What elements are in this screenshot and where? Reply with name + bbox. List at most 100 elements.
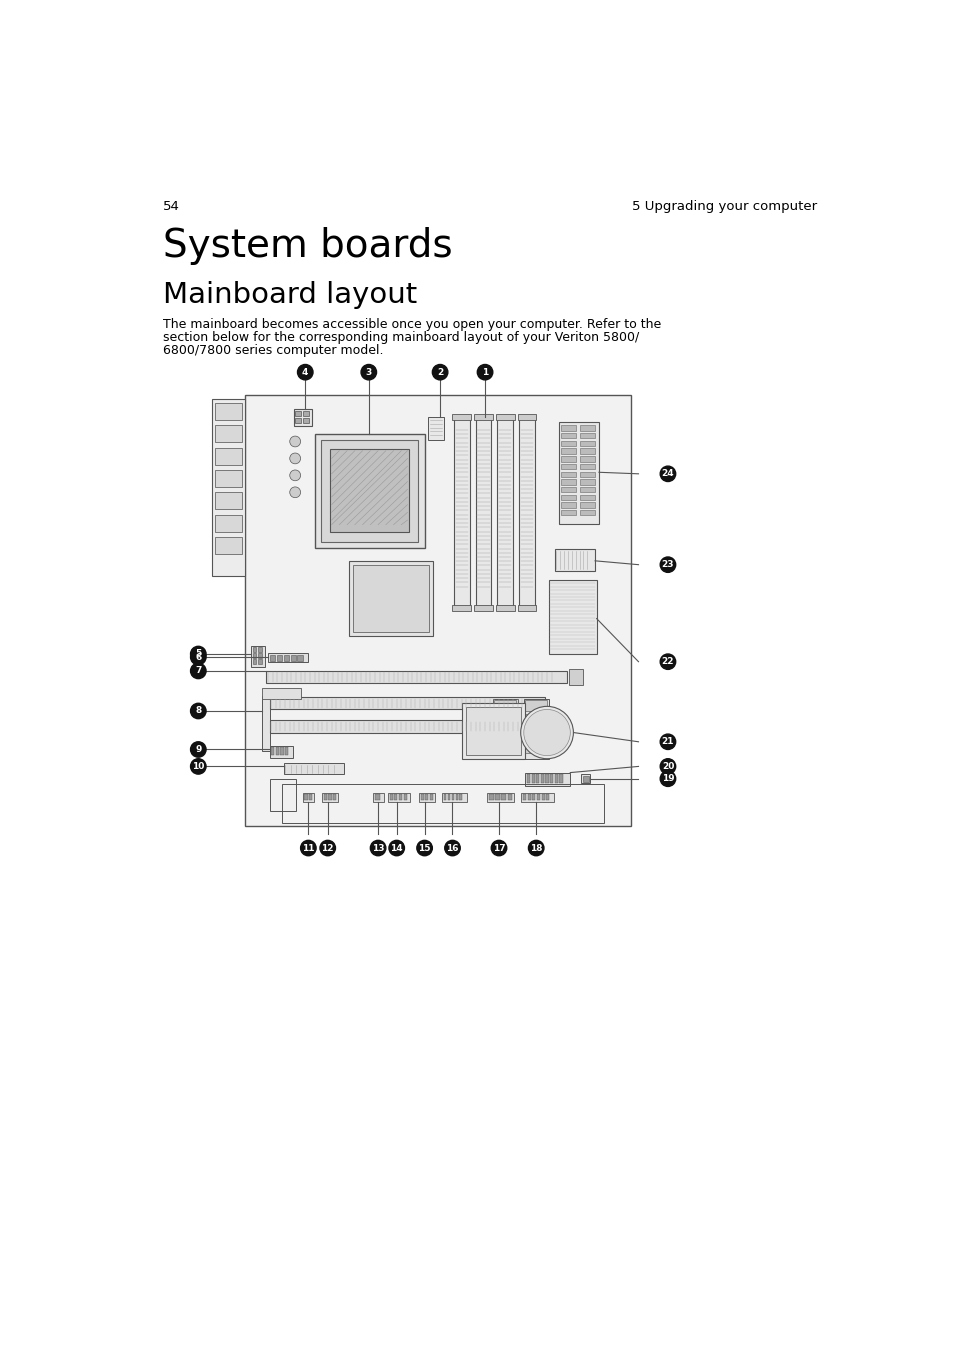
Text: 10: 10 — [192, 763, 204, 771]
Bar — [270, 779, 295, 810]
Text: 6: 6 — [195, 653, 201, 661]
Text: 8: 8 — [195, 706, 201, 716]
Text: 12: 12 — [321, 843, 334, 853]
Bar — [496, 413, 514, 420]
Bar — [558, 773, 562, 783]
Circle shape — [290, 470, 300, 481]
Text: 21: 21 — [661, 738, 674, 746]
Circle shape — [191, 649, 206, 665]
Circle shape — [191, 742, 206, 757]
Text: 5: 5 — [195, 649, 201, 658]
Bar — [452, 794, 454, 799]
Circle shape — [659, 758, 675, 773]
Text: 1: 1 — [481, 368, 488, 376]
Bar — [271, 747, 274, 754]
Text: 4: 4 — [302, 368, 308, 376]
Circle shape — [191, 704, 206, 719]
Bar — [546, 794, 549, 799]
Text: 19: 19 — [661, 775, 674, 783]
Bar — [474, 413, 493, 420]
Bar — [270, 654, 274, 661]
Bar — [525, 715, 546, 724]
Bar — [579, 494, 595, 500]
Bar — [522, 794, 525, 799]
Bar — [353, 564, 429, 632]
Bar — [245, 396, 630, 827]
Bar — [541, 794, 544, 799]
Bar — [560, 441, 576, 446]
Bar — [303, 793, 314, 802]
Bar — [521, 793, 554, 802]
Circle shape — [360, 364, 376, 379]
Circle shape — [659, 465, 675, 482]
Bar — [309, 794, 312, 799]
Bar — [550, 773, 553, 783]
Text: 3: 3 — [365, 368, 372, 376]
Bar — [322, 793, 337, 802]
Bar — [270, 746, 293, 758]
Bar — [270, 697, 544, 709]
Text: The mainboard becomes accessible once you open your computer. Refer to the: The mainboard becomes accessible once yo… — [163, 318, 661, 331]
Text: 5 Upgrading your computer: 5 Upgrading your computer — [631, 200, 816, 214]
Bar — [560, 426, 576, 431]
Bar — [280, 747, 283, 754]
Bar — [320, 439, 418, 542]
Bar — [579, 511, 595, 515]
Bar — [494, 700, 516, 711]
Bar — [214, 402, 242, 420]
Bar — [390, 794, 393, 799]
Text: 13: 13 — [372, 843, 384, 853]
Bar — [579, 464, 595, 470]
Text: 24: 24 — [661, 470, 674, 478]
Bar — [537, 794, 539, 799]
Bar — [330, 449, 409, 533]
Circle shape — [416, 841, 432, 856]
Bar — [560, 464, 576, 470]
Bar — [214, 426, 242, 442]
Bar — [579, 471, 595, 476]
Bar — [270, 720, 544, 732]
Bar — [303, 418, 309, 423]
Bar — [333, 794, 335, 799]
Bar — [297, 654, 303, 661]
Bar — [560, 433, 576, 438]
Bar — [579, 441, 595, 446]
Text: 15: 15 — [418, 843, 431, 853]
Bar — [545, 773, 548, 783]
Bar — [425, 794, 428, 799]
Bar — [579, 479, 595, 485]
Bar — [532, 794, 535, 799]
Bar — [496, 605, 514, 611]
Bar — [579, 487, 595, 493]
Bar — [493, 698, 517, 758]
Circle shape — [191, 663, 206, 679]
Bar — [536, 773, 538, 783]
Bar — [214, 470, 242, 487]
Circle shape — [659, 557, 675, 572]
Bar — [214, 448, 242, 464]
Bar — [517, 605, 536, 611]
Circle shape — [659, 734, 675, 749]
Bar — [294, 418, 301, 423]
Bar — [580, 773, 590, 783]
Text: 20: 20 — [661, 763, 674, 771]
Bar — [294, 409, 312, 426]
Bar — [428, 416, 443, 439]
Text: 11: 11 — [302, 843, 314, 853]
Bar — [443, 794, 446, 799]
Bar — [323, 794, 327, 799]
Bar — [579, 433, 595, 438]
Bar — [294, 411, 301, 416]
Bar — [560, 449, 576, 453]
Text: 17: 17 — [492, 843, 505, 853]
Bar — [403, 794, 406, 799]
Bar — [495, 794, 499, 799]
Text: 22: 22 — [661, 657, 674, 667]
Circle shape — [659, 771, 675, 786]
Text: 7: 7 — [195, 667, 201, 675]
Bar — [579, 426, 595, 431]
Text: 6800/7800 series computer model.: 6800/7800 series computer model. — [163, 345, 383, 357]
Bar — [518, 416, 534, 608]
Circle shape — [297, 364, 313, 379]
Bar — [349, 561, 433, 637]
